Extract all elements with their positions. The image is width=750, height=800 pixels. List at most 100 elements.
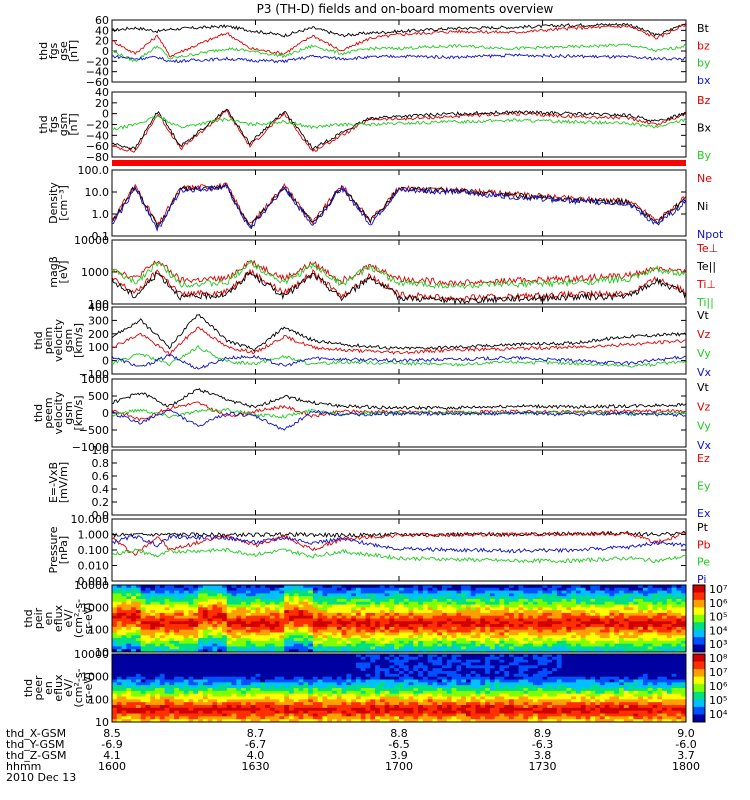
spectrogram-cell [394,615,400,619]
spectrogram-cell [355,635,362,639]
spectrogram-cell [155,598,161,603]
spectrogram-cell [552,596,558,600]
spectrogram-cell [652,632,658,636]
spectrogram-cell [657,640,663,645]
spectrogram-cell [370,696,376,700]
spectrogram-cell [532,593,539,597]
spectrogram-cell [322,626,328,631]
spectrogram-cell [222,610,228,614]
spectrogram-cell [217,618,223,622]
spectrogram-cell [341,676,347,680]
spectrogram-cell [269,659,276,663]
spectrogram-cell [226,676,232,680]
spectrogram-cell [193,646,199,650]
spectrogram-cell [437,649,443,653]
spectrogram-cell [140,716,146,720]
spectrogram-cell [489,621,496,625]
spectrogram-cell [619,587,625,591]
spectrogram-cell [164,696,170,700]
spectrogram-cell [284,702,290,706]
spectrogram-cell [399,635,405,639]
spectrogram-cell [140,662,146,666]
spectrogram-cell [236,598,242,603]
spectrogram-cell [288,638,295,642]
spectrogram-cell [121,646,127,650]
spectrogram-cell [552,632,558,636]
spectrogram-cell [217,671,223,675]
spectrogram-cell [595,615,601,619]
spectrogram-cell [399,596,405,600]
spectrogram-cell [451,621,457,625]
spectrogram-cell [174,665,180,669]
spectrogram-cell [336,699,342,703]
spectrogram-cell [332,662,338,666]
spectrogram-cell [245,615,252,619]
spectrogram-cell [178,649,185,653]
spectrogram-cell [202,635,209,639]
spectrogram-cell [265,612,271,617]
spectrogram-cell [178,646,185,650]
spectrogram-cell [528,635,534,639]
spectrogram-cell [432,716,438,720]
spectrogram-cell [336,649,342,653]
spectrogram-cell [336,607,342,611]
spectrogram-cell [619,629,625,633]
spectrogram-cell [279,649,285,653]
spectrogram-cell [413,710,419,714]
spectrogram-cell [399,693,405,697]
spectrogram-cell [461,626,467,631]
spectrogram-cell [198,607,204,611]
spectrogram-cell [351,646,357,650]
spectrogram-cell [351,632,357,636]
spectrogram-cell [504,632,510,636]
spectrogram-cell [365,659,371,663]
spectrogram-cell [566,640,572,645]
spectrogram-cell [131,710,137,714]
spectrogram-cell [212,690,218,695]
spectrogram-cell [202,615,209,619]
spectrogram-cell [580,643,586,647]
spectrogram-cell [145,659,151,663]
spectrogram-cell [394,716,400,720]
spectrogram-cell [226,673,232,678]
spectrogram-cell [284,696,290,700]
spectrogram-cell [121,713,127,717]
spectrogram-cell [159,688,166,692]
spectrogram-cell [236,699,242,703]
spectrogram-cell [379,604,386,608]
spectrogram-cell [437,682,443,686]
spectrogram-cell [355,585,362,589]
spectrogram-cell [236,696,242,700]
spectrogram-cell [284,632,290,636]
spectrogram-cell [169,702,175,706]
spectrogram-cell [298,638,304,642]
spectrogram-cell [351,585,357,589]
spectrogram-cell [389,662,395,666]
spectrogram-cell [265,593,271,597]
spectrogram-cell [131,598,137,603]
colorbar-segment [693,637,705,646]
spectrogram-cell [178,682,185,686]
spectrogram-cell [250,676,256,680]
spectrogram-cell [451,713,457,717]
spectrogram-cell [135,640,142,645]
spectrogram-cell [523,646,529,650]
spectrogram-cell [585,624,591,628]
spectrogram-cell [298,665,304,669]
spectrogram-cell [284,719,290,723]
spectrogram-cell [131,705,137,709]
spectrogram-cell [207,632,213,636]
spectrogram-cell [265,705,271,709]
spectrogram-cell [346,601,352,605]
spectrogram-cell [322,685,328,689]
spectrogram-cell [322,719,328,723]
spectrogram-cell [274,615,280,619]
spectrogram-cell [260,646,266,650]
spectrogram-cell [604,612,610,617]
spectrogram-cell [145,696,151,700]
spectrogram-cell [561,632,567,636]
spectrogram-cell [638,596,644,600]
spectrogram-cell [571,640,577,645]
spectrogram-cell [312,615,319,619]
spectrogram-cell [155,626,161,631]
